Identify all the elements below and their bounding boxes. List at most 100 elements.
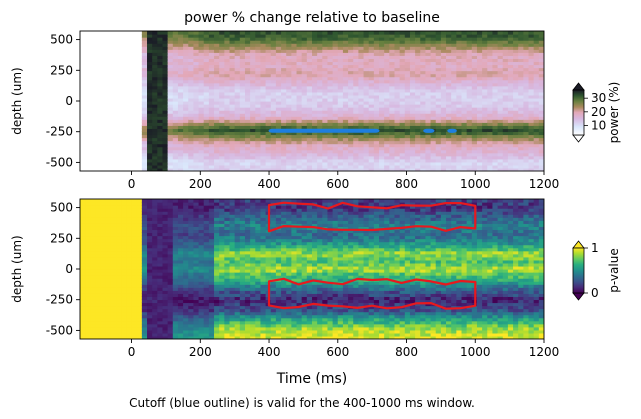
heatmap-cell	[224, 37, 231, 41]
heatmap-cell	[80, 208, 86, 212]
heatmap-cell	[131, 317, 138, 322]
heatmap-cell	[513, 97, 519, 102]
heatmap-cell	[90, 269, 97, 273]
heatmap-cell	[95, 250, 102, 255]
heatmap-cell	[229, 52, 236, 56]
heatmap-cell	[513, 91, 519, 96]
heatmap-cell	[275, 97, 282, 102]
heatmap-cell	[281, 31, 287, 35]
heatmap-cell	[430, 55, 437, 59]
heatmap-cell	[497, 73, 504, 78]
heatmap-cell	[440, 137, 447, 142]
heatmap-cell	[409, 37, 416, 41]
heatmap-cell	[136, 226, 143, 231]
heatmap-cell	[425, 73, 432, 78]
heatmap-cell	[167, 199, 174, 203]
heatmap-cell	[301, 167, 308, 171]
heatmap-cell	[394, 155, 401, 160]
heatmap-cell	[224, 281, 231, 285]
heatmap-cell	[208, 113, 215, 117]
heatmap-cell	[193, 229, 200, 234]
heatmap-cell	[446, 119, 452, 123]
heatmap-cell	[157, 49, 164, 53]
heatmap-cell	[373, 61, 380, 66]
heatmap-cell	[208, 287, 215, 291]
heatmap-cell	[208, 214, 215, 218]
heatmap-cell	[296, 55, 303, 59]
heatmap-cell	[435, 31, 442, 35]
heatmap-cell	[255, 91, 262, 96]
power-x-tick-label: 800	[395, 177, 418, 191]
heatmap-cell	[95, 208, 102, 212]
heatmap-cell	[229, 137, 236, 142]
heatmap-cell	[435, 37, 442, 41]
heatmap-cell	[80, 281, 86, 285]
heatmap-cell	[482, 125, 488, 129]
heatmap-cell	[322, 76, 329, 81]
heatmap-cell	[404, 61, 411, 66]
heatmap-cell	[110, 275, 117, 279]
heatmap-cell	[147, 131, 153, 136]
heatmap-cell	[95, 281, 102, 285]
heatmap-cell	[528, 125, 535, 129]
heatmap-cell	[203, 146, 210, 151]
heatmap-cell	[167, 220, 174, 224]
heatmap-cell	[358, 134, 365, 139]
heatmap-cell	[296, 131, 303, 136]
heatmap-cell	[157, 217, 164, 221]
heatmap-cell	[415, 82, 421, 87]
heatmap-cell	[399, 85, 406, 90]
heatmap-cell	[342, 146, 349, 151]
heatmap-cell	[141, 64, 148, 69]
heatmap-cell	[110, 259, 117, 264]
heatmap-cell	[430, 49, 437, 53]
heatmap-cell	[379, 91, 385, 96]
heatmap-cell	[105, 290, 112, 294]
heatmap-cell	[260, 128, 267, 133]
heatmap-cell	[538, 158, 544, 163]
heatmap-cell	[425, 94, 432, 99]
heatmap-cell	[275, 155, 282, 160]
heatmap-cell	[105, 302, 112, 307]
heatmap-cell	[141, 67, 148, 72]
heatmap-cell	[415, 43, 421, 47]
heatmap-cell	[234, 43, 241, 47]
heatmap-cell	[208, 58, 215, 63]
heatmap-cell	[244, 110, 251, 114]
heatmap-cell	[121, 226, 127, 231]
heatmap-cell	[389, 67, 396, 72]
heatmap-cell	[162, 143, 169, 148]
heatmap-cell	[342, 34, 349, 38]
heatmap-cell	[399, 34, 406, 38]
heatmap-cell	[239, 55, 246, 59]
heatmap-cell	[363, 146, 370, 151]
heatmap-cell	[90, 329, 97, 334]
heatmap-cell	[203, 164, 210, 169]
heatmap-cell	[430, 149, 437, 154]
heatmap-cell	[533, 52, 540, 56]
heatmap-cell	[198, 143, 205, 148]
heatmap-cell	[152, 55, 158, 59]
heatmap-cell	[208, 73, 215, 78]
power-x-tick-label: 1000	[460, 177, 491, 191]
heatmap-cell	[420, 79, 427, 84]
heatmap-cell	[281, 146, 287, 151]
heatmap-cell	[172, 164, 179, 169]
heatmap-cell	[152, 259, 158, 264]
heatmap-cell	[358, 146, 365, 151]
heatmap-cell	[538, 128, 544, 133]
heatmap-cell	[152, 134, 158, 139]
heatmap-cell	[420, 164, 427, 169]
heatmap-cell	[291, 64, 298, 69]
heatmap-cell	[193, 58, 200, 63]
heatmap-cell	[177, 61, 184, 66]
heatmap-cell	[373, 52, 380, 56]
heatmap-cell	[291, 107, 298, 111]
heatmap-cell	[425, 88, 432, 93]
heatmap-cell	[219, 290, 225, 294]
heatmap-cell	[368, 91, 375, 96]
heatmap-cell	[353, 164, 359, 169]
heatmap-cell	[229, 73, 236, 78]
heatmap-cell	[214, 85, 220, 90]
heatmap-cell	[208, 110, 215, 114]
